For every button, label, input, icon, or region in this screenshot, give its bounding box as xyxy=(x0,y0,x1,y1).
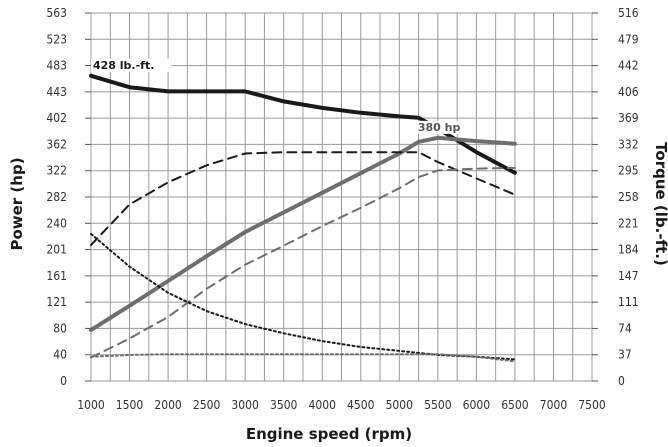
x-tick-label: 3000 xyxy=(231,398,259,412)
left-tick-label: 201 xyxy=(46,243,67,257)
right-tick-label: 0 xyxy=(618,374,625,388)
x-tick-label: 6000 xyxy=(463,398,491,412)
left-tick-label: 80 xyxy=(53,321,67,335)
left-tick-label: 443 xyxy=(46,85,67,99)
left-tick-label: 563 xyxy=(46,6,67,20)
right-tick-label: 258 xyxy=(618,190,639,204)
x-axis-ticks: 1000 1500 2000 2500 3000 3500 4000 4500 5000 5500… xyxy=(77,398,606,412)
x-tick-label: 5500 xyxy=(424,398,452,412)
series-line-6 xyxy=(90,353,516,363)
left-axis-ticks: 0 40 80 121 161 201 240 282 322 362 402 443 483 523 56… xyxy=(46,6,91,388)
left-tick-label: 483 xyxy=(46,59,67,73)
annotations: 428 lb.-ft. 380 hp xyxy=(91,58,461,134)
right-tick-label: 479 xyxy=(618,32,639,46)
x-axis-title: Engine speed (rpm) xyxy=(246,425,412,443)
left-tick-label: 161 xyxy=(46,269,67,283)
left-axis-title: Power (hp) xyxy=(8,157,26,250)
x-tick-label: 5000 xyxy=(386,398,414,412)
x-tick-label: 2500 xyxy=(193,398,221,412)
left-tick-label: 0 xyxy=(60,374,67,388)
left-tick-label: 40 xyxy=(53,348,67,362)
x-tick-label: 1500 xyxy=(116,398,144,412)
series-line-3 xyxy=(90,151,516,246)
right-axis-title: Torque (lb.-ft.) xyxy=(652,142,668,266)
right-tick-label: 147 xyxy=(618,269,639,283)
annotation-background xyxy=(91,58,172,72)
x-tick-label: 4000 xyxy=(308,398,336,412)
x-tick-label: 2000 xyxy=(154,398,182,412)
right-tick-label: 369 xyxy=(618,111,639,125)
right-tick-label: 111 xyxy=(618,295,639,309)
series-line-2 xyxy=(89,135,517,332)
right-tick-label: 406 xyxy=(618,85,639,99)
right-tick-label: 332 xyxy=(618,137,639,151)
right-tick-label: 221 xyxy=(618,216,639,230)
x-tick-label: 1000 xyxy=(77,398,105,412)
x-tick-label: 4500 xyxy=(347,398,375,412)
right-tick-label: 295 xyxy=(618,164,639,178)
left-tick-label: 523 xyxy=(46,32,67,46)
x-tick-label: 7500 xyxy=(578,398,606,412)
right-tick-label: 37 xyxy=(618,348,632,362)
x-tick-label: 7000 xyxy=(540,398,568,412)
left-tick-label: 362 xyxy=(46,137,67,151)
series-line-4 xyxy=(90,166,516,359)
x-tick-label: 3500 xyxy=(270,398,298,412)
x-tick-label: 6500 xyxy=(501,398,529,412)
annotation-label: 380 hp xyxy=(418,121,461,134)
right-tick-label: 442 xyxy=(618,59,639,73)
right-tick-label: 184 xyxy=(618,243,639,257)
annotation-label: 428 lb.-ft. xyxy=(93,59,154,72)
right-tick-label: 516 xyxy=(618,6,639,20)
series-line-5 xyxy=(90,232,516,361)
left-tick-label: 282 xyxy=(46,190,67,204)
right-tick-label: 74 xyxy=(618,321,632,335)
left-tick-label: 322 xyxy=(46,164,67,178)
left-tick-label: 402 xyxy=(46,111,67,125)
annotation-background xyxy=(415,120,460,134)
left-tick-label: 121 xyxy=(46,295,67,309)
left-tick-label: 240 xyxy=(46,216,67,230)
right-axis-ticks: 0 37 74 111 147 184 221 258 295 332 369 406 442 479 51… xyxy=(592,6,639,388)
